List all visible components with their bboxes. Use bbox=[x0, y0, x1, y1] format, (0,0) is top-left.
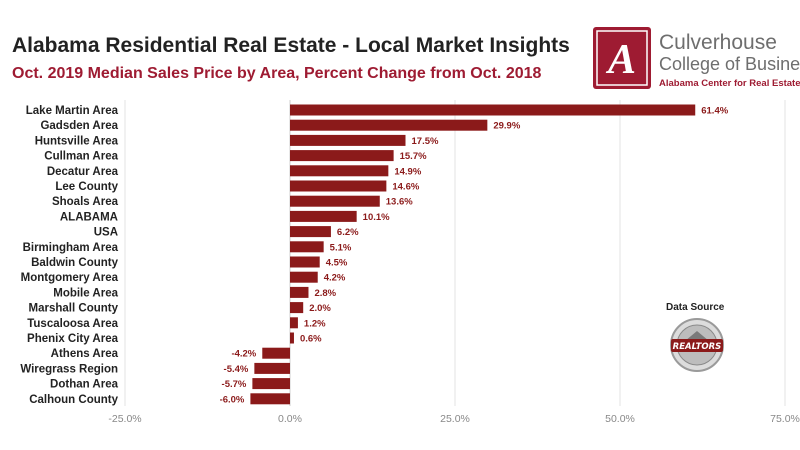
x-tick-label: 50.0% bbox=[605, 413, 635, 425]
bar bbox=[290, 286, 309, 298]
bar bbox=[290, 210, 357, 222]
value-label: 13.6% bbox=[386, 197, 413, 208]
svg-text:A: A bbox=[605, 37, 636, 83]
logo-line-culverhouse: Culverhouse bbox=[659, 31, 777, 54]
value-label: -5.4% bbox=[224, 364, 249, 375]
category-label: Cullman Area bbox=[44, 151, 118, 163]
value-label: 0.6% bbox=[300, 334, 322, 345]
category-label: USA bbox=[94, 227, 118, 239]
realtors-seal-icon: REALTORS bbox=[669, 317, 725, 373]
bar bbox=[290, 332, 294, 344]
category-label: ALABAMA bbox=[60, 211, 118, 223]
category-label: Calhoun County bbox=[29, 394, 118, 406]
category-label: Lee County bbox=[55, 181, 118, 193]
value-label: 17.5% bbox=[412, 136, 439, 147]
category-label: Lake Martin Area bbox=[26, 105, 119, 117]
chart-subtitle: Oct. 2019 Median Sales Price by Area, Pe… bbox=[12, 65, 542, 82]
bar bbox=[290, 256, 320, 268]
value-label: 10.1% bbox=[363, 212, 390, 223]
value-label: 14.6% bbox=[392, 182, 419, 193]
category-label: Birmingham Area bbox=[23, 242, 119, 254]
bar bbox=[290, 104, 696, 116]
bar bbox=[250, 393, 290, 405]
value-label: 14.9% bbox=[394, 166, 421, 177]
category-label: Mobile Area bbox=[53, 287, 118, 299]
x-tick-label: 0.0% bbox=[278, 413, 302, 425]
category-label: Huntsville Area bbox=[35, 135, 119, 147]
value-label: 1.2% bbox=[304, 318, 326, 329]
bar bbox=[290, 271, 318, 283]
bar bbox=[290, 226, 331, 238]
category-label: Baldwin County bbox=[31, 257, 118, 269]
category-label: Marshall County bbox=[29, 303, 119, 315]
bar bbox=[290, 302, 304, 314]
logo-line-center: Alabama Center for Real Estate bbox=[659, 78, 800, 89]
category-label: Dothan Area bbox=[50, 379, 119, 391]
value-label: 2.0% bbox=[309, 303, 331, 314]
bar bbox=[290, 150, 394, 162]
chart-title: Alabama Residential Real Estate - Local … bbox=[12, 34, 570, 57]
category-label: Athens Area bbox=[51, 348, 119, 360]
x-tick-label: 25.0% bbox=[440, 413, 470, 425]
value-label: 15.7% bbox=[400, 151, 427, 162]
value-label: -4.2% bbox=[231, 349, 256, 360]
bar bbox=[290, 119, 488, 131]
bar bbox=[290, 165, 389, 177]
logo-line-college: College of Business bbox=[659, 54, 800, 74]
category-label: Wiregrass Region bbox=[20, 363, 118, 375]
bar bbox=[262, 347, 290, 359]
value-label: -5.7% bbox=[222, 379, 247, 390]
x-tick-label: -25.0% bbox=[108, 413, 141, 425]
category-label: Montgomery Area bbox=[21, 272, 119, 284]
bar bbox=[252, 378, 290, 390]
culverhouse-logo: A Culverhouse College of Business Alabam… bbox=[593, 27, 800, 92]
category-label: Phenix City Area bbox=[27, 333, 119, 345]
value-label: -6.0% bbox=[220, 394, 245, 405]
svg-text:REALTORS: REALTORS bbox=[673, 342, 722, 352]
bar bbox=[290, 317, 298, 329]
bar bbox=[254, 362, 290, 374]
alabama-a-logo-icon: A bbox=[593, 27, 651, 89]
value-label: 6.2% bbox=[337, 227, 359, 238]
bar bbox=[290, 134, 406, 146]
value-label: 4.5% bbox=[326, 258, 348, 269]
category-label: Gadsden Area bbox=[40, 120, 118, 132]
bar bbox=[290, 180, 387, 192]
x-tick-label: 75.0% bbox=[770, 413, 800, 425]
bar bbox=[290, 241, 324, 253]
data-source-label: Data Source bbox=[666, 302, 725, 313]
value-label: 61.4% bbox=[701, 106, 728, 117]
value-label: 5.1% bbox=[330, 242, 352, 253]
value-label: 29.9% bbox=[493, 121, 520, 132]
bar bbox=[290, 195, 380, 207]
category-label: Tuscaloosa Area bbox=[27, 318, 118, 330]
category-label: Shoals Area bbox=[52, 196, 119, 208]
category-label: Decatur Area bbox=[47, 166, 119, 178]
value-label: 2.8% bbox=[314, 288, 336, 299]
value-label: 4.2% bbox=[324, 273, 346, 284]
